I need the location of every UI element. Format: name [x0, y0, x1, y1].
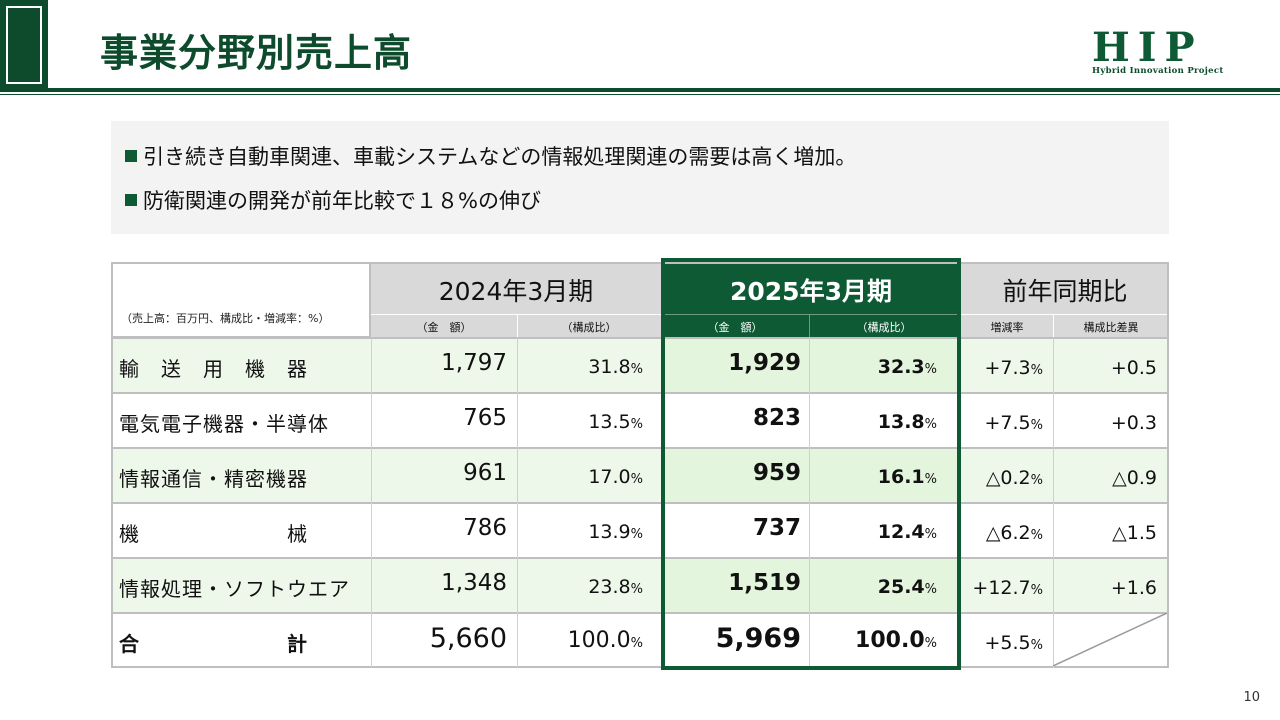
growth-rate: +7.3% — [984, 357, 1044, 379]
ratio-2024: 17.0% — [588, 466, 643, 488]
total-label: 合 計 — [119, 632, 308, 656]
header-yoy-label: 前年同期比 — [1002, 277, 1128, 306]
hip-logo: HIP Hybrid Innovation Project — [1092, 24, 1260, 77]
unit-cell — [111, 262, 371, 338]
total-growth-rate: +5.5% — [984, 632, 1044, 654]
ratio-2025: 16.1% — [877, 466, 937, 488]
ratio-diff: +1.6 — [1110, 577, 1157, 599]
page-number: 10 — [1243, 690, 1260, 705]
sub-ratio-2024: （構成比） — [561, 321, 617, 334]
row-label: 機 械 — [119, 522, 308, 546]
bullet-square-icon — [125, 150, 137, 162]
sub-ratio-2025: （構成比） — [856, 321, 912, 334]
bullet-square-icon — [125, 194, 137, 206]
amount-2025: 959 — [752, 460, 801, 486]
amount-2024: 1,797 — [441, 350, 507, 376]
ratio-2025: 25.4% — [877, 576, 937, 598]
growth-rate: △0.2% — [985, 467, 1043, 489]
sub-amount-2025: （金 額） — [707, 321, 763, 334]
total-ratio-2024: 100.0% — [567, 628, 643, 653]
total-amount-2024: 5,660 — [429, 623, 507, 654]
empty-cell-diagonal — [1053, 613, 1167, 666]
total-amount-2025: 5,969 — [715, 623, 801, 654]
logo-mark: HIP — [1092, 24, 1203, 71]
header-2024 — [371, 262, 661, 338]
ratio-2025: 12.4% — [877, 521, 937, 543]
ratio-diff: +0.3 — [1110, 412, 1157, 434]
growth-rate: △6.2% — [985, 522, 1043, 544]
bullet-item: 防衛関連の開発が前年比較で１８%の伸び — [125, 185, 541, 215]
sub-growth: 増減率 — [990, 321, 1024, 334]
sub-ratio-diff: 構成比差異 — [1083, 321, 1139, 334]
total-ratio-2025: 100.0% — [855, 628, 937, 653]
amount-2024: 765 — [463, 405, 507, 431]
header-2025-label: 2025年3月期 — [730, 277, 892, 306]
logo-subtitle: Hybrid Innovation Project — [1092, 66, 1224, 76]
unit-note: （売上高：百万円、構成比・増減率：%） — [121, 312, 330, 325]
amount-2024: 961 — [463, 460, 507, 486]
row-label: 輸 送 用 機 器 — [119, 357, 308, 381]
row-label: 電気電子機器・半導体 — [119, 412, 329, 436]
ratio-diff: △1.5 — [1112, 522, 1157, 544]
header-2024-label: 2024年3月期 — [438, 277, 594, 306]
ratio-2025: 32.3% — [877, 356, 937, 378]
amount-2025: 1,519 — [728, 570, 801, 596]
bullet-item: 引き続き自動車関連、車載システムなどの情報処理関連の需要は高く増加。 — [125, 141, 856, 171]
amount-2025: 1,929 — [728, 350, 801, 376]
ratio-2024: 31.8% — [588, 356, 643, 378]
ratio-2024: 13.9% — [588, 521, 643, 543]
ratio-diff: △0.9 — [1112, 467, 1157, 489]
growth-rate: +12.7% — [972, 577, 1043, 599]
header-rule-thin — [0, 94, 1280, 95]
row-label: 情報処理・ソフトウエア — [119, 577, 350, 601]
header-yoy — [961, 262, 1169, 338]
page-title: 事業分野別売上高 — [100, 31, 413, 75]
row-label: 情報通信・精密機器 — [119, 467, 308, 491]
amount-2025: 823 — [752, 405, 801, 431]
summary-box: 引き続き自動車関連、車載システムなどの情報処理関連の需要は高く増加。 防衛関連の… — [111, 121, 1169, 234]
ratio-2025: 13.8% — [877, 411, 937, 433]
ratio-2024: 13.5% — [588, 411, 643, 433]
ratio-2024: 23.8% — [588, 576, 643, 598]
ratio-diff: +0.5 — [1110, 357, 1157, 379]
amount-2025: 737 — [752, 515, 801, 541]
header-accent-box — [0, 0, 48, 90]
sales-table: （売上高：百万円、構成比・増減率：%） 2024年3月期 （金 額） （構成比）… — [111, 258, 1169, 670]
growth-rate: +7.5% — [984, 412, 1044, 434]
amount-2024: 786 — [463, 515, 507, 541]
header-2025 — [661, 258, 961, 338]
header-rule — [0, 88, 1280, 92]
amount-2024: 1,348 — [441, 570, 507, 596]
sub-amount-2024: （金 額） — [416, 321, 472, 334]
